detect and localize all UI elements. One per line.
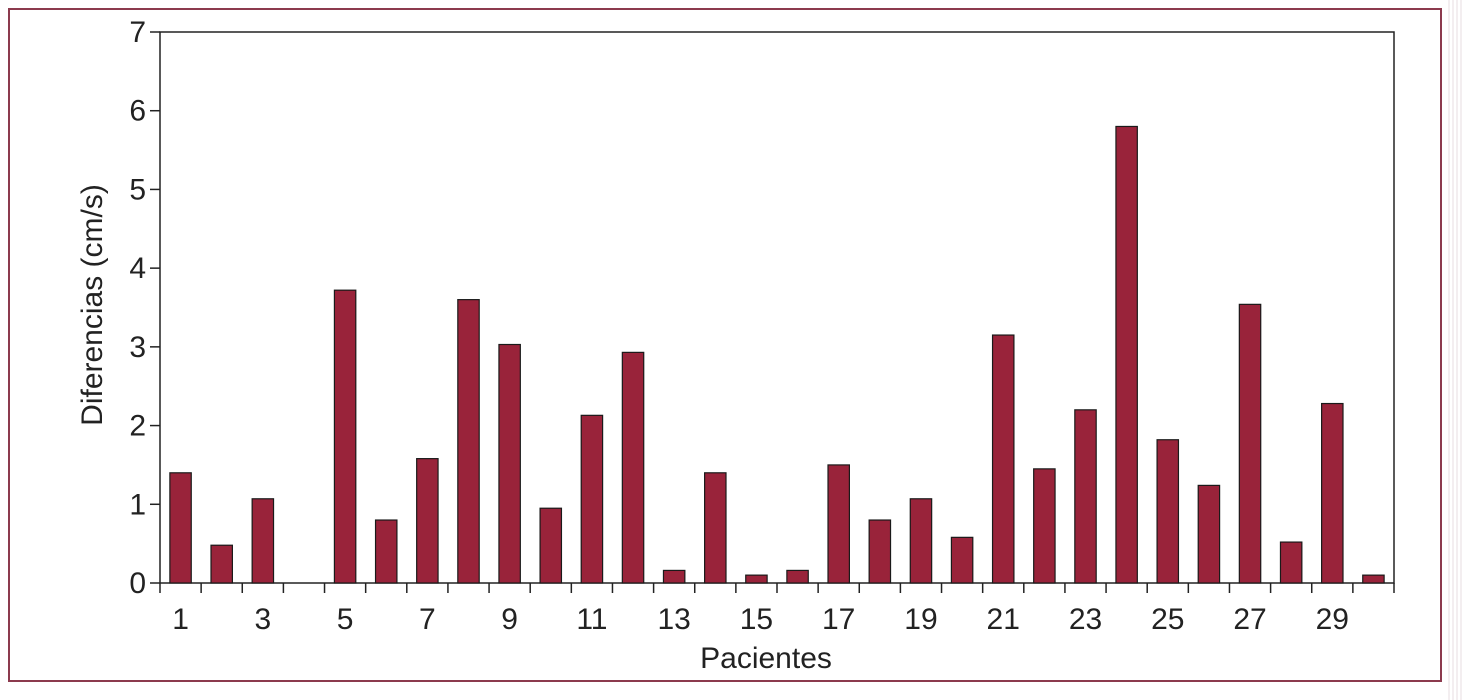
bar-patient-10 [539,507,563,584]
bar-patient-19 [909,498,933,584]
bar-patient-17 [827,464,851,584]
y-axis-title: Diferencias (cm/s) [76,184,109,426]
bar-patient-20 [950,536,974,584]
bar-patient-27 [1238,303,1262,584]
bar-patient-16 [786,569,809,584]
x-tick-label: 23 [1069,603,1102,636]
y-tick-label: 4 [129,252,146,285]
x-tick-label: 29 [1316,603,1349,636]
y-tick-label: 1 [129,488,146,521]
bar-patient-3 [251,498,275,584]
bar-patient-25 [1156,439,1180,584]
x-tick-label: 13 [657,603,690,636]
bar-patient-26 [1197,484,1221,584]
x-tick-label: 21 [987,603,1020,636]
page-edge-strip [1448,0,1462,700]
x-tick-label: 5 [337,603,354,636]
y-tick-label: 6 [129,95,146,128]
bars-group [169,125,1385,584]
bar-patient-29 [1321,402,1344,584]
bar-patient-24 [1115,125,1138,584]
y-tick-label: 5 [129,173,146,206]
x-tick-label: 27 [1233,603,1266,636]
bar-patient-15 [745,574,768,584]
x-tick-label: 9 [501,603,518,636]
x-axis: 1 3 5 7 9 11 13 15 17 19 21 23 25 27 29 [159,583,1395,636]
bar-patient-5 [333,289,357,584]
y-tick-label: 0 [129,567,146,600]
bar-patient-22 [1033,468,1056,584]
bar-patient-21 [991,334,1015,584]
x-tick-label: 17 [822,603,855,636]
y-tick-label: 7 [129,16,146,49]
bar-patient-9 [498,343,521,584]
x-tick-label: 1 [172,603,189,636]
bar-patient-23 [1074,409,1097,584]
x-tick-label: 15 [740,603,773,636]
x-tick-label: 19 [904,603,937,636]
bar-patient-6 [374,519,398,584]
y-tick-label: 2 [129,410,146,443]
bar-patient-8 [457,299,480,584]
bar-patient-28 [1279,541,1303,584]
bar-patient-2 [210,544,233,584]
x-tick-label: 25 [1151,603,1184,636]
bar-patient-18 [868,519,892,584]
bar-patient-1 [169,472,192,584]
x-tick-label: 7 [419,603,436,636]
bar-patient-11 [580,414,604,584]
bar-patient-13 [662,569,686,584]
y-axis: 0 1 2 3 4 5 6 7 [129,16,160,600]
bar-patient-30 [1362,574,1385,584]
bar-patient-12 [621,351,645,584]
x-tick-label: 3 [254,603,271,636]
bar-patient-7 [416,458,439,584]
x-tick-label: 11 [576,603,607,636]
x-axis-title: Pacientes [700,642,832,675]
y-tick-label: 3 [129,331,146,364]
bar-patient-14 [704,472,727,584]
